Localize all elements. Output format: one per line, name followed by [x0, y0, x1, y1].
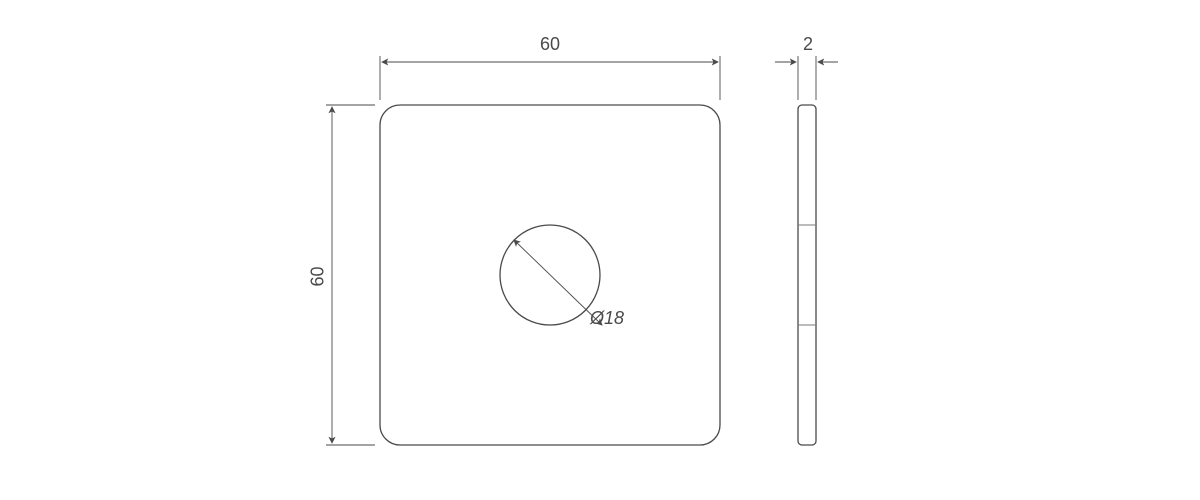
dim-thickness: [775, 56, 838, 100]
dim-hole-label: Ø18: [590, 308, 624, 329]
dim-height-label: 60: [308, 266, 329, 286]
dim-width: [380, 56, 720, 100]
dim-height: [326, 105, 375, 445]
dim-hole-diameter: [514, 240, 602, 325]
drawing-canvas: [0, 0, 1200, 500]
diameter-symbol: Ø: [590, 308, 604, 328]
side-view: [798, 105, 816, 445]
diameter-value: 18: [604, 308, 624, 328]
dim-width-label: 60: [540, 34, 560, 55]
dim-thickness-label: 2: [803, 34, 813, 55]
